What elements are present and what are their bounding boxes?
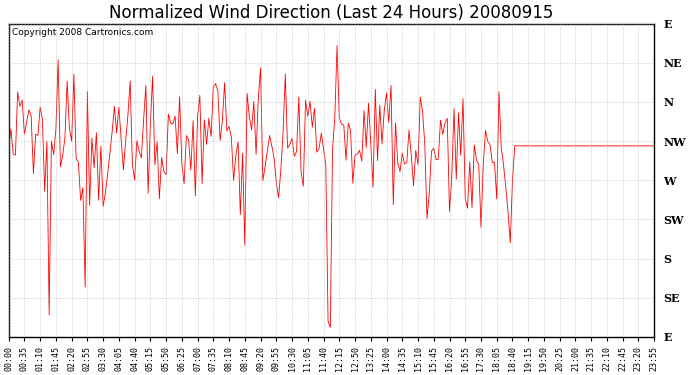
Title: Normalized Wind Direction (Last 24 Hours) 20080915: Normalized Wind Direction (Last 24 Hours…: [109, 4, 553, 22]
Text: Copyright 2008 Cartronics.com: Copyright 2008 Cartronics.com: [12, 28, 153, 38]
